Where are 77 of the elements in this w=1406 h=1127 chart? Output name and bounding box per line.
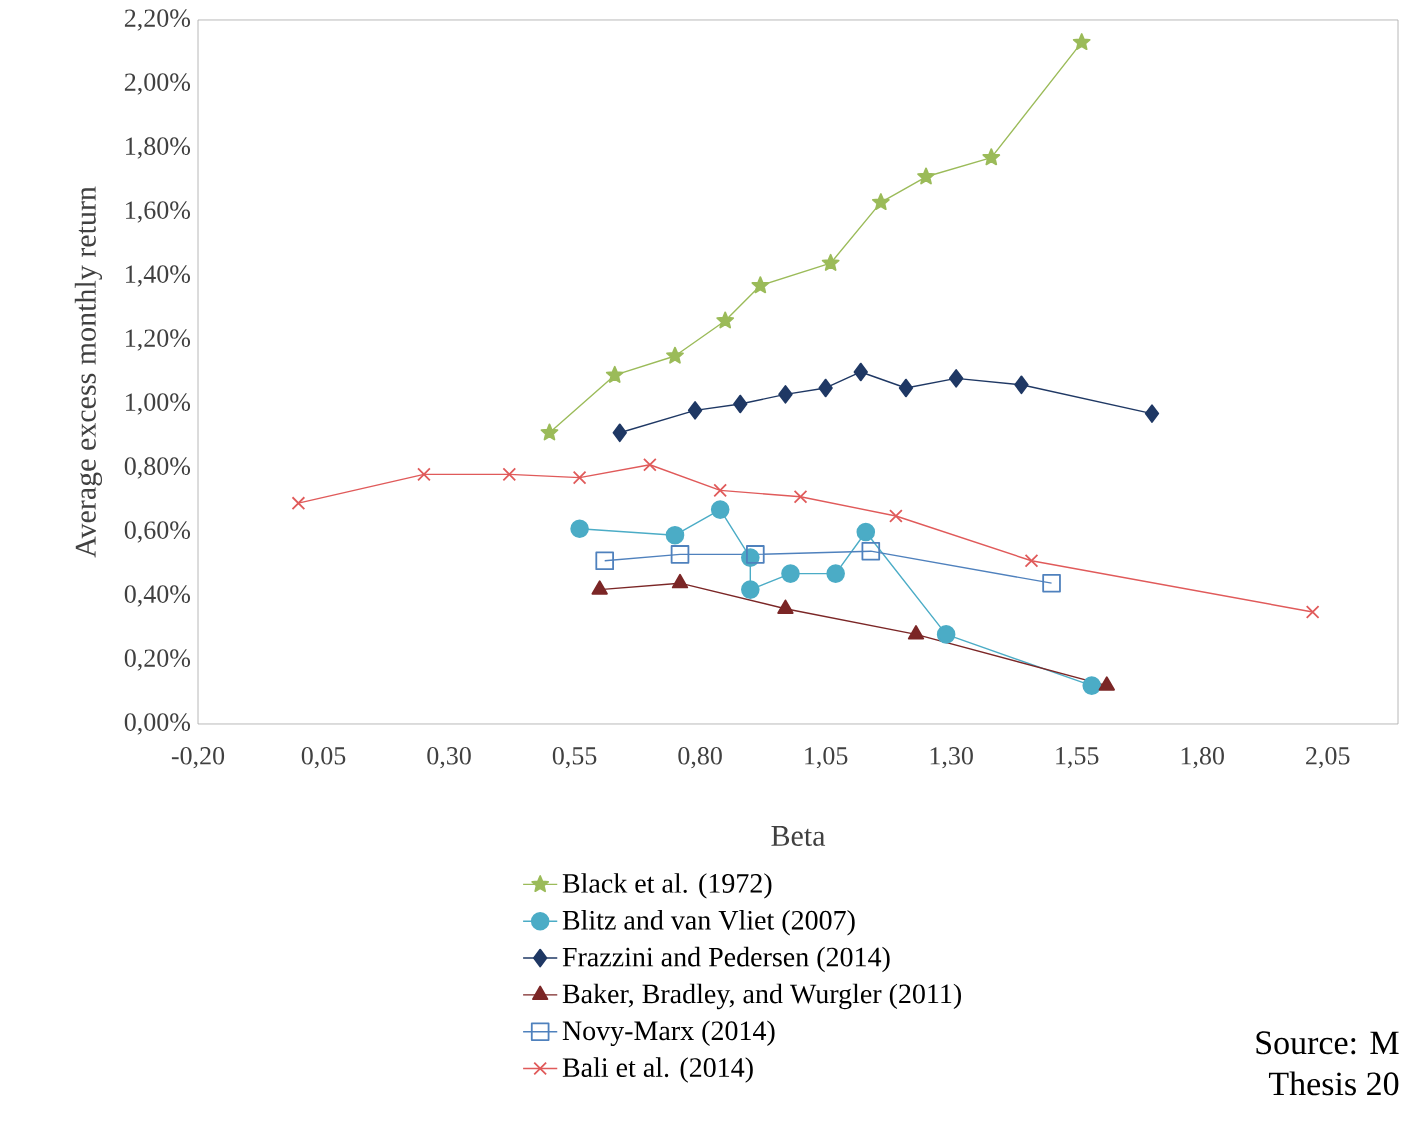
legend-label: Novy-Marx (2014) bbox=[562, 1020, 775, 1046]
point bbox=[713, 483, 728, 498]
point bbox=[982, 148, 1001, 166]
y-tick-label: 2,20% bbox=[124, 9, 191, 31]
point bbox=[936, 625, 956, 644]
y-tick-label: 0,80% bbox=[124, 457, 191, 479]
legend-label: Blitz and van Vliet (2007) bbox=[562, 909, 855, 936]
point bbox=[595, 551, 614, 571]
point bbox=[540, 423, 559, 441]
point bbox=[1014, 375, 1029, 395]
point bbox=[1082, 676, 1102, 695]
point bbox=[826, 564, 845, 583]
point bbox=[917, 167, 935, 185]
point bbox=[733, 394, 748, 414]
point bbox=[502, 467, 517, 482]
legend-label: Bali et al. (2014) bbox=[562, 1057, 753, 1083]
x-tick-label: 0,55 bbox=[552, 747, 597, 769]
x-tick-label: 0,05 bbox=[301, 747, 346, 769]
point bbox=[856, 522, 876, 542]
point bbox=[907, 625, 925, 640]
point bbox=[1042, 573, 1061, 593]
point bbox=[818, 378, 833, 398]
legend-label: Black et al. (1972) bbox=[562, 873, 772, 899]
x-tick-label: 1,55 bbox=[1056, 747, 1099, 769]
y-tick-label: 1,60% bbox=[126, 201, 191, 223]
point bbox=[710, 500, 730, 519]
point bbox=[793, 489, 808, 504]
point bbox=[781, 564, 800, 583]
x-tick-label: 0,80 bbox=[678, 747, 722, 769]
legend-label: Frazzini and Pedersen (2014) bbox=[562, 946, 890, 973]
point bbox=[716, 311, 735, 329]
x-axis-title: Beta bbox=[771, 826, 826, 846]
point bbox=[670, 545, 690, 564]
y-tick-label: 0,40% bbox=[124, 585, 191, 607]
point bbox=[570, 519, 589, 539]
point bbox=[605, 365, 624, 383]
point bbox=[572, 470, 587, 485]
point bbox=[778, 385, 793, 404]
y-tick-label: 2,00% bbox=[124, 73, 191, 95]
point bbox=[665, 525, 685, 545]
y-tick-label: 0,00% bbox=[124, 713, 191, 735]
source-note: Source: M bbox=[1256, 1031, 1399, 1055]
y-tick-label: 1,00% bbox=[126, 393, 191, 415]
x-tick-label: 1,30 bbox=[930, 747, 973, 769]
point bbox=[1072, 33, 1091, 51]
point bbox=[643, 457, 657, 472]
point bbox=[1024, 553, 1039, 568]
point bbox=[853, 362, 868, 382]
x-tick-label: 2,05 bbox=[1306, 747, 1350, 769]
x-tick-label: -0,20 bbox=[171, 747, 225, 769]
y-tick-label: 0,60% bbox=[124, 521, 191, 543]
point bbox=[746, 545, 765, 564]
point bbox=[687, 401, 703, 420]
point bbox=[1305, 605, 1320, 619]
point bbox=[871, 193, 890, 211]
x-tick-label: 1,80 bbox=[1181, 747, 1224, 769]
point bbox=[948, 369, 964, 388]
point bbox=[417, 467, 431, 482]
point bbox=[291, 496, 306, 511]
point bbox=[861, 541, 881, 561]
point bbox=[1144, 404, 1160, 423]
point bbox=[612, 423, 627, 443]
y-tick-label: 0,20% bbox=[124, 649, 191, 671]
x-tick-label: 0,30 bbox=[427, 747, 471, 769]
point bbox=[741, 580, 760, 599]
point bbox=[898, 378, 914, 398]
x-tick-label: 1,05 bbox=[805, 747, 848, 769]
text: Thesis 20 bbox=[1268, 1071, 1399, 1096]
point bbox=[751, 276, 770, 294]
point bbox=[666, 346, 684, 364]
point bbox=[889, 509, 903, 523]
y-tick-label: 1,20% bbox=[126, 329, 191, 351]
point bbox=[821, 253, 840, 271]
y-tick-label: 1,40% bbox=[126, 265, 191, 287]
legend-label: Baker, Bradley, and Wurgler (2011) bbox=[562, 983, 961, 1010]
y-axis-title: Average excess monthly return bbox=[74, 186, 103, 558]
y-tick-label: 1,80% bbox=[126, 137, 191, 159]
